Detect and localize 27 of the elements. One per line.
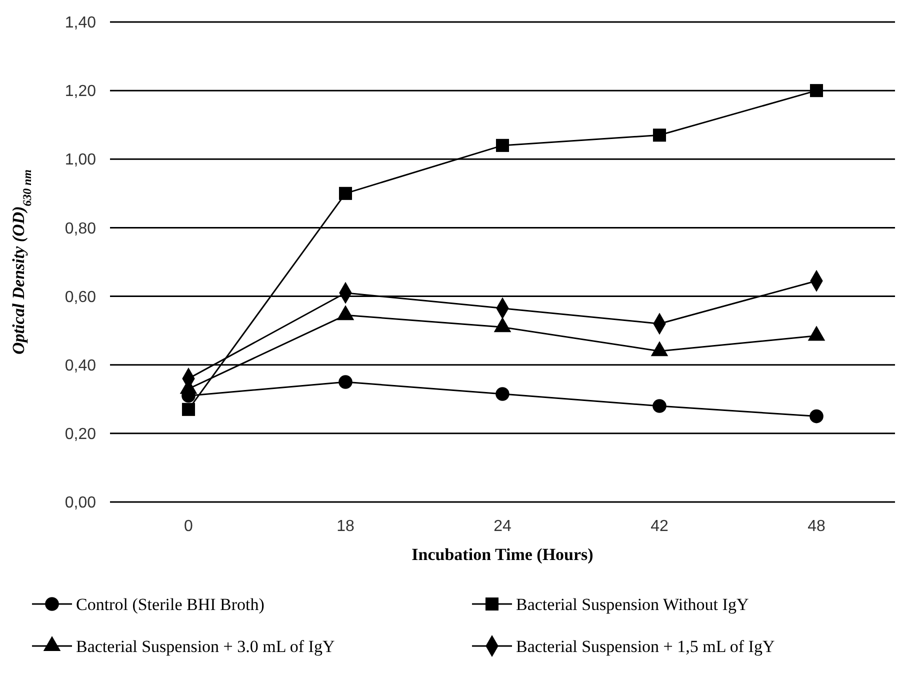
point: [810, 409, 824, 424]
point: [182, 402, 196, 416]
x-tick-label: 24: [494, 518, 512, 535]
y-tick-label: 0,20: [64, 426, 96, 444]
y-tick-label: 1,20: [64, 83, 96, 100]
y-tick-label: 0,80: [64, 220, 96, 238]
point: [338, 186, 352, 200]
y-tick-label: 0,60: [64, 288, 96, 306]
x-tick-label: 0: [184, 518, 194, 535]
legend-label: Control (Sterile BHI Broth): [76, 594, 264, 614]
point: [652, 399, 666, 413]
legend-label: Bacterial Suspension Without IgY: [516, 594, 749, 614]
point: [496, 387, 510, 401]
y-tick-label: 0,00: [64, 494, 96, 512]
legend-label: Bacterial Suspension + 3.0 mL of IgY: [76, 636, 335, 656]
point: [496, 138, 510, 152]
point: [652, 128, 666, 142]
x-tick-label: 48: [808, 518, 826, 535]
y-tick-label: 1,40: [64, 14, 96, 32]
x-tick-label: 18: [336, 518, 354, 535]
point: [810, 84, 824, 98]
point: [338, 375, 352, 389]
legend-label: Bacterial Suspension + 1,5 mL of IgY: [516, 636, 775, 656]
y-tick-label: 1,00: [64, 152, 96, 169]
x-axis-title: Incubation Time (Hours): [412, 545, 594, 564]
x-tick-label: 42: [650, 518, 668, 535]
y-tick-label: 0,40: [64, 357, 96, 374]
